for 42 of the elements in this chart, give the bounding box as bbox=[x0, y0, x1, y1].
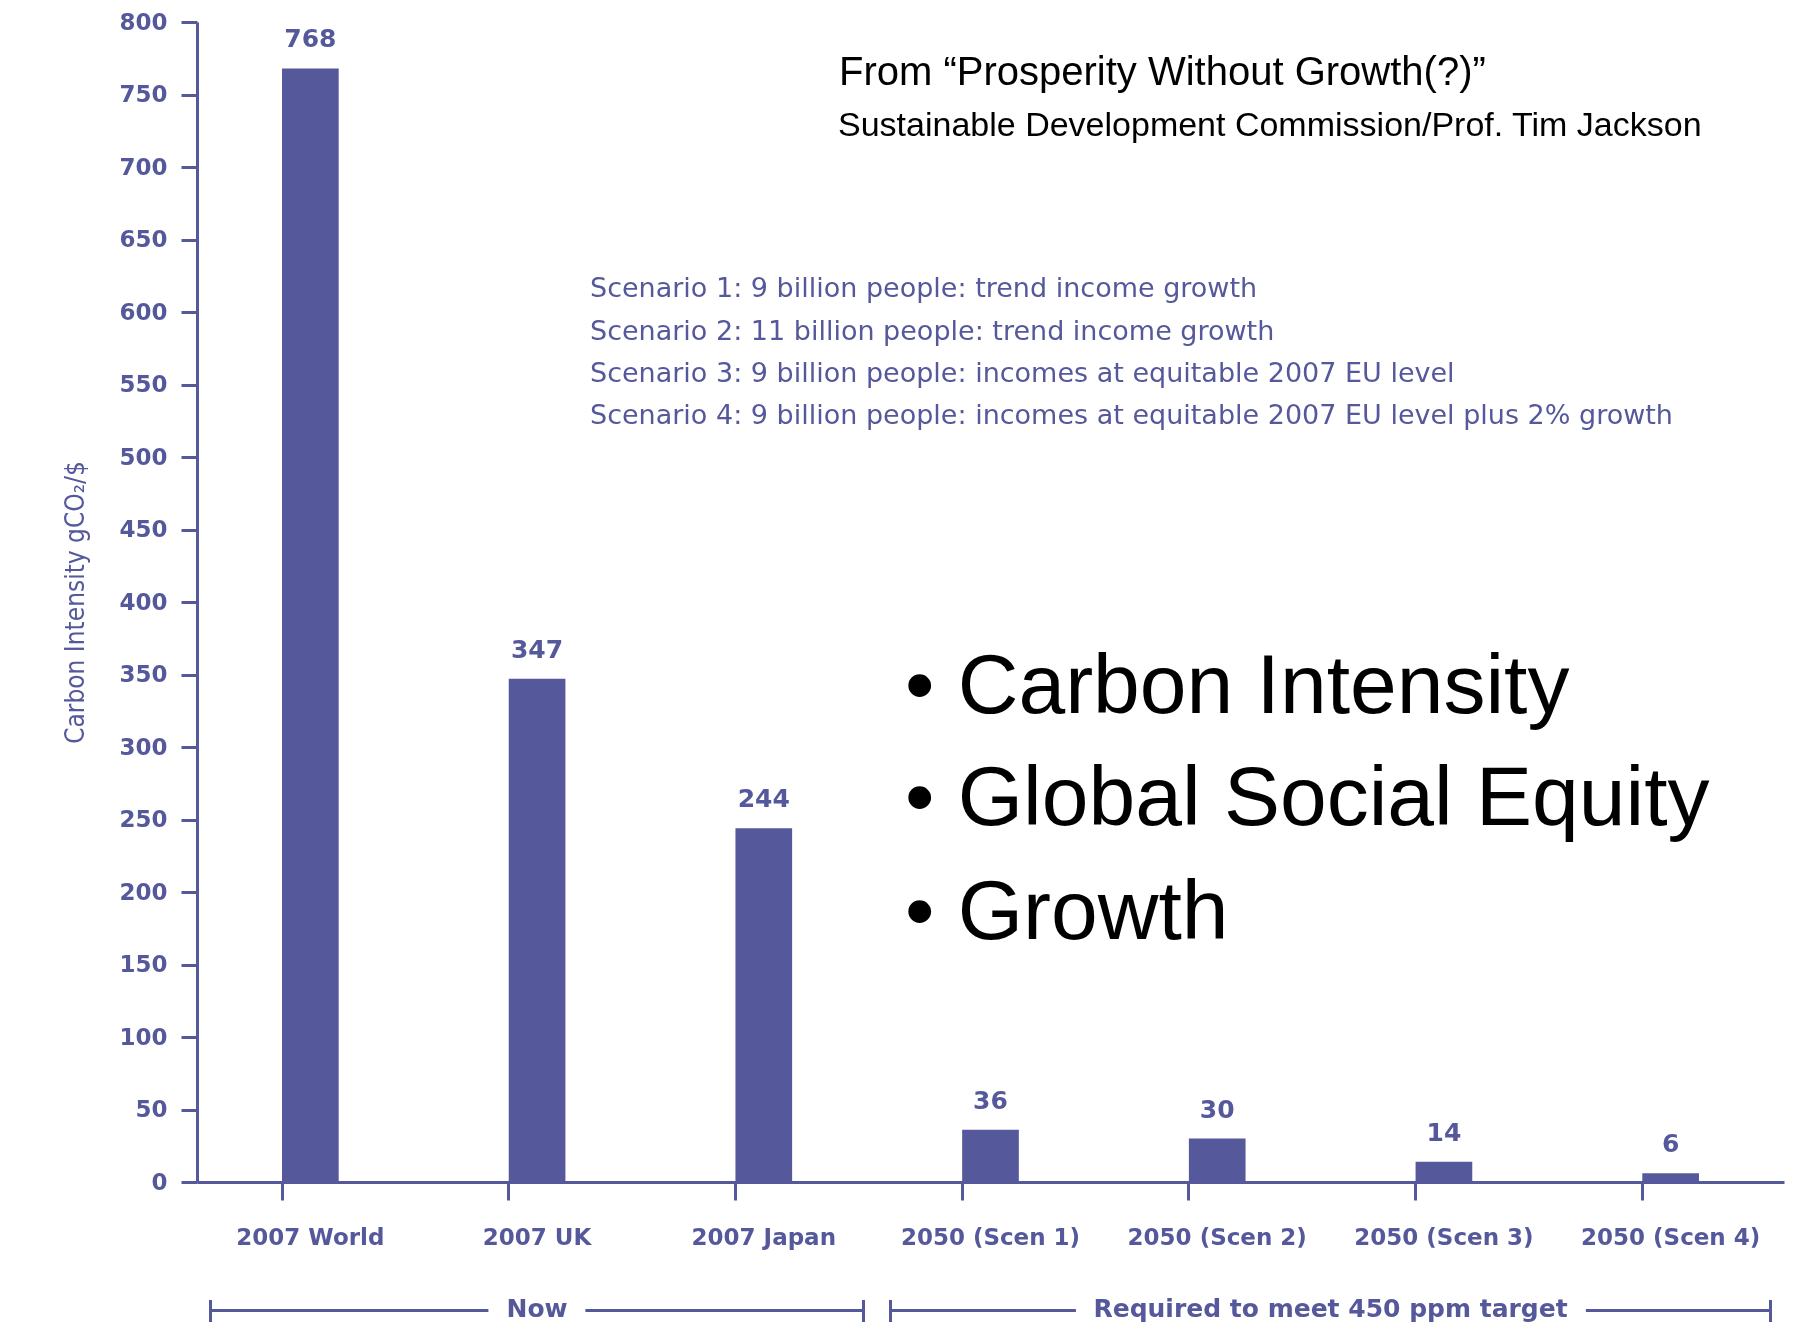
text: From “Prosperity Without Growth(?)” bbox=[839, 49, 1486, 93]
y-tick-label: 250 bbox=[119, 806, 168, 832]
data-label: 244 bbox=[737, 784, 790, 814]
y-tick-label: 800 bbox=[119, 8, 168, 35]
y-tick-label: 500 bbox=[119, 443, 168, 470]
annotation: • Growth bbox=[905, 863, 1229, 957]
x-tick-label: 2050 (Scen 3) bbox=[1354, 1223, 1534, 1250]
bracket: Now bbox=[209, 1300, 866, 1322]
text: Sustainable Development Commission/Prof. Tim Jackson bbox=[838, 105, 1702, 143]
y-tick-label: 100 bbox=[119, 1023, 168, 1050]
x-tick-label: 2007 Japan bbox=[691, 1223, 837, 1250]
annotation: Scenario 3: 9 billion people: incomes at equitable 2007 EU level bbox=[590, 357, 1455, 388]
data-label: 36 bbox=[973, 1085, 1008, 1115]
y-axis-title: Carbon Intensity gCO₂/$ bbox=[60, 461, 91, 744]
annotation: Scenario 4: 9 billion people: incomes at equitable 2007 EU level plus 2% growth bbox=[590, 399, 1673, 430]
y-tick-label: 300 bbox=[119, 733, 168, 760]
x-tick-label: 2007 UK bbox=[482, 1223, 593, 1250]
y-tick-label: 0 bbox=[151, 1168, 168, 1195]
y-tick-label: 50 bbox=[135, 1096, 168, 1122]
data-label: 14 bbox=[1426, 1117, 1462, 1147]
y-tick-label: 700 bbox=[119, 153, 168, 180]
x-tick-label: 2050 (Scen 4) bbox=[1581, 1223, 1761, 1250]
data-label: 6 bbox=[1661, 1129, 1680, 1159]
annotation: • Carbon Intensity bbox=[905, 637, 1570, 731]
data-label: 768 bbox=[284, 24, 337, 54]
y-tick-label: 550 bbox=[119, 371, 168, 397]
annotation: Scenario 2: 11 billion people: trend income growth bbox=[590, 315, 1275, 346]
y-tick-label: 600 bbox=[119, 298, 168, 325]
y-tick-label: 150 bbox=[119, 951, 168, 977]
x-tick-label: 2007 World bbox=[236, 1223, 385, 1250]
y-tick-label: 200 bbox=[119, 878, 168, 905]
x-tick-label: 2050 (Scen 1) bbox=[900, 1223, 1081, 1250]
y-tick-label: 400 bbox=[119, 588, 168, 615]
y-tick-label: 650 bbox=[119, 226, 168, 252]
y-tick-label: 750 bbox=[119, 81, 168, 107]
annotation: Scenario 1: 9 billion people: trend income growth bbox=[590, 272, 1258, 303]
annotation: • Global Social Equity bbox=[905, 749, 1710, 843]
y-tick-label: 350 bbox=[119, 661, 168, 687]
data-label: 347 bbox=[510, 634, 564, 664]
x-tick-label: 2050 (Scen 2) bbox=[1127, 1223, 1307, 1250]
y-tick-label: 450 bbox=[119, 516, 168, 542]
data-label: 30 bbox=[1199, 1094, 1235, 1124]
